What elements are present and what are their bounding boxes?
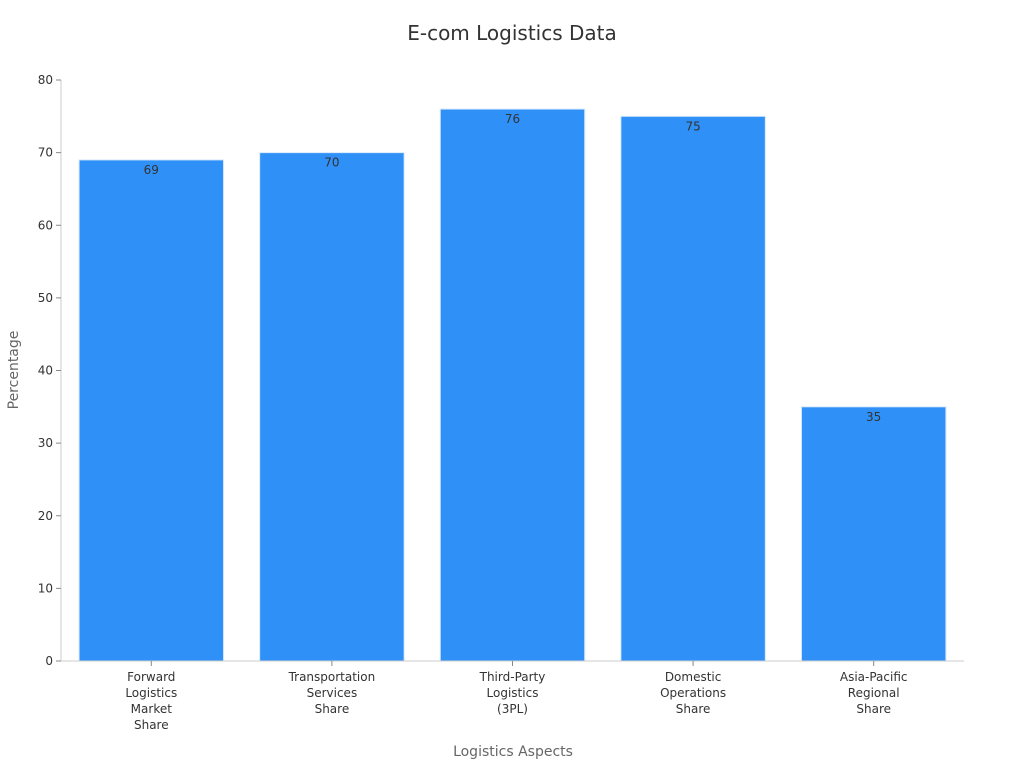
y-tick-label: 20 (38, 509, 53, 523)
x-tick-label-line: Third-Party (479, 670, 546, 684)
x-tick-label: Transportation Services Share (288, 670, 376, 716)
x-tick-label: Forward Logistics Market Share (125, 670, 177, 732)
x-tick-label-line: Services (307, 686, 358, 700)
bar-value-label: 69 (144, 163, 159, 177)
chart-title: E-com Logistics Data (407, 21, 617, 45)
bar (259, 152, 405, 662)
bar-value-label: 76 (505, 112, 520, 126)
bar (620, 115, 766, 662)
x-tick-label-line: Share (856, 702, 891, 716)
y-tick-label: 0 (45, 654, 53, 668)
y-tick-label: 60 (38, 218, 53, 232)
x-axis-title: Logistics Aspects (453, 744, 573, 760)
x-tick-label: Domestic Operations Share (660, 670, 726, 716)
y-axis-title: Percentage (6, 331, 22, 410)
x-tick-label-line: Share (315, 702, 350, 716)
bars: 69 70 76 75 35 (78, 108, 947, 662)
x-axis: Forward Logistics Market ShareTransportatio… (61, 660, 964, 732)
x-tick-label-line: Operations (660, 686, 726, 700)
x-tick-label-line: Regional (848, 686, 900, 700)
y-tick-label: 70 (38, 146, 53, 160)
x-tick-label-line: Share (134, 718, 169, 732)
x-tick-label-line: Transportation (288, 670, 376, 684)
y-tick-label: 50 (38, 291, 53, 305)
x-tick-label-line: Market (131, 702, 173, 716)
x-tick-label-line: Share (676, 702, 711, 716)
x-tick-label-line: Asia-Pacific (840, 670, 908, 684)
bar (800, 406, 947, 662)
y-tick-label: 80 (38, 73, 53, 87)
y-axis: 0 10 20 30 40 50 60 70 80 (38, 73, 62, 668)
bar-value-label: 35 (866, 410, 881, 424)
x-tick-label-line: Domestic (665, 670, 722, 684)
x-tick-label-line: Forward (127, 670, 175, 684)
x-tick-label-line: Logistics (125, 686, 177, 700)
bar-value-label: 70 (324, 156, 339, 170)
x-tick-label: Third-Party Logistics (3PL) (479, 670, 546, 716)
x-tick-label-line: Logistics (487, 686, 539, 700)
bar-value-label: 75 (685, 119, 700, 133)
bar (439, 108, 586, 662)
y-tick-label: 40 (38, 364, 53, 378)
x-tick-label-line: (3PL) (497, 702, 528, 716)
y-tick-label: 30 (38, 436, 53, 450)
bar (78, 159, 225, 662)
y-tick-label: 10 (38, 581, 53, 595)
x-tick-label: Asia-Pacific Regional Share (840, 670, 908, 716)
